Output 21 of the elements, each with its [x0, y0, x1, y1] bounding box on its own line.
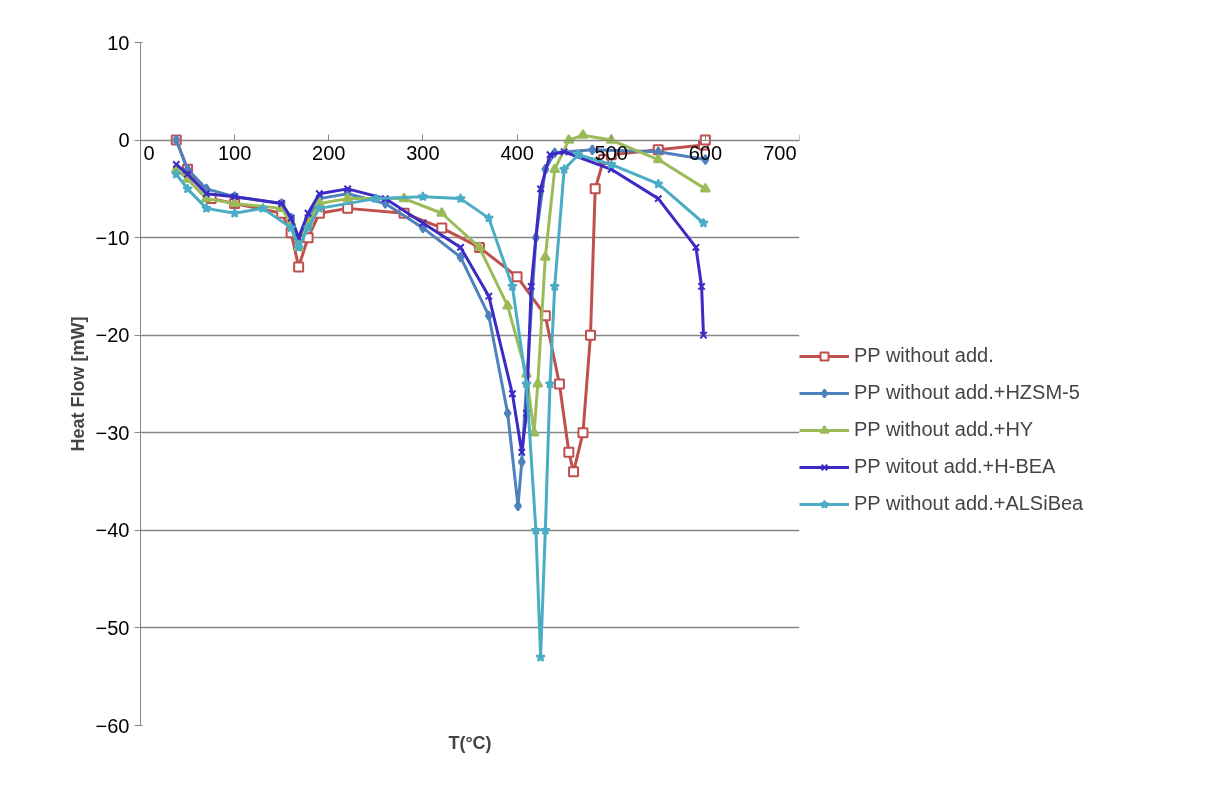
x-tick-label: 200	[312, 142, 346, 165]
legend-label: PP without add.+HZSM-5	[854, 381, 1080, 404]
y-tick-label: −60	[95, 714, 130, 737]
x-tick-label: 300	[406, 142, 440, 165]
legend-label: PP without add.	[854, 344, 994, 367]
y-tick-label: −30	[95, 421, 130, 444]
legend-label: PP without add.+HY	[854, 418, 1034, 441]
y-axis-title: Heat Flow [mW]	[67, 316, 88, 452]
x-tick-label: 700	[763, 142, 797, 165]
y-tick-label: −10	[95, 226, 130, 249]
legend-label: PP witout add.+H-BEA	[854, 455, 1056, 478]
x-tick-label: 400	[500, 142, 534, 165]
x-tick-label: 500	[594, 142, 628, 165]
y-tick-label: 10	[107, 31, 130, 54]
x-tick-label: 0	[143, 142, 155, 165]
y-tick-label: −20	[95, 324, 130, 347]
x-tick-label: 100	[217, 142, 252, 165]
y-tick-label: −50	[95, 616, 130, 639]
legend-label: PP without add.+ALSiBea	[854, 492, 1084, 515]
x-axis-title: T(°C)	[448, 732, 492, 753]
y-tick-label: −40	[95, 519, 130, 542]
